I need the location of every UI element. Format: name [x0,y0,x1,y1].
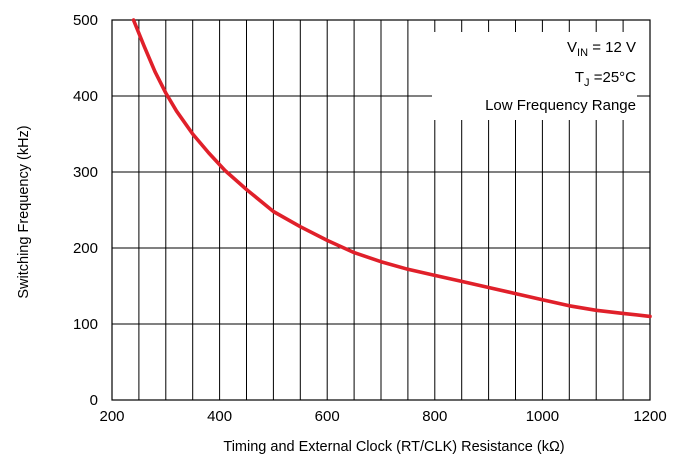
x-tick-label: 800 [422,408,447,425]
y-tick-label: 0 [90,392,98,409]
y-axis-label: Switching Frequency (kHz) [16,125,32,298]
x-tick-label: 400 [207,408,232,425]
x-tick-label: 200 [99,408,124,425]
range-annotation: Low Frequency Range [485,97,636,114]
y-tick-label: 300 [73,164,98,181]
plot-frame [111,19,651,401]
y-tick-label: 100 [73,316,98,333]
x-tick-label: 600 [315,408,340,425]
frequency-curve [131,18,652,319]
x-tick-label: 1000 [526,408,559,425]
vin-annotation: VIN = 12 V [567,39,636,59]
tick-labels: 200 400 600 800 1000 1200 0 100 200 300 400 500 [73,12,667,425]
y-tick-label: 200 [73,240,98,257]
y-tick-label: 400 [73,88,98,105]
legend-box [432,32,637,120]
series-group [131,18,652,319]
tj-annotation: TJ =25°C [575,69,636,89]
x-tick-label: 1200 [633,408,666,425]
y-tick-label: 500 [73,12,98,29]
x-axis-label: Timing and External Clock (RT/CLK) Resis… [223,439,564,455]
